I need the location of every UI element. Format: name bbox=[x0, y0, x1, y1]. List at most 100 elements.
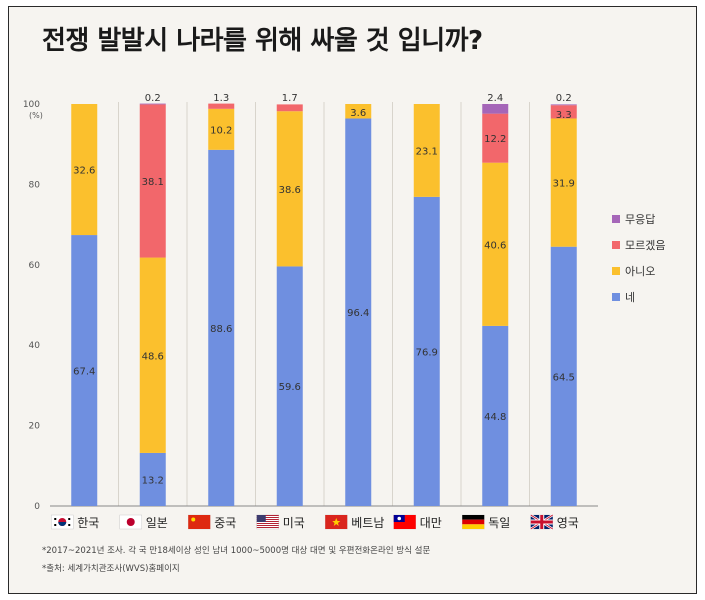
data-label: 2.4 bbox=[487, 93, 503, 104]
flag-star bbox=[332, 518, 341, 526]
data-label: 88.6 bbox=[210, 324, 232, 335]
data-label: 1.3 bbox=[213, 93, 229, 104]
data-label: 10.2 bbox=[210, 125, 232, 136]
category-label: 베트남 bbox=[351, 516, 384, 530]
flag-trigram bbox=[54, 524, 57, 526]
legend-label-dont-know: 모르겠음 bbox=[625, 239, 666, 252]
bar-segment bbox=[482, 325, 509, 506]
category-label: 미국 bbox=[283, 516, 305, 530]
data-label: 3.3 bbox=[556, 110, 572, 121]
legend-swatch-yes bbox=[612, 293, 620, 301]
data-label: 67.4 bbox=[73, 367, 95, 378]
footnote-survey: *2017~2021년 조사. 각 국 만18세이상 성인 남녀 1000~50… bbox=[42, 546, 431, 556]
legend-item-no: 아니오 bbox=[612, 258, 665, 284]
flag-stripe bbox=[256, 523, 279, 524]
flag-trigram bbox=[54, 518, 57, 520]
data-label: 0.2 bbox=[145, 93, 161, 104]
legend-label-no: 아니오 bbox=[625, 265, 656, 278]
bar-segment bbox=[482, 104, 509, 114]
footnote-source: *출처: 세계가치관조사(WVS)홈페이지 bbox=[42, 564, 180, 574]
flag-emblem bbox=[126, 518, 135, 526]
footnotes: *2017~2021년 조사. 각 국 만18세이상 성인 남녀 1000~50… bbox=[42, 542, 430, 578]
germany-flag-icon bbox=[462, 514, 485, 530]
legend-label-no-answer: 무응답 bbox=[625, 213, 656, 226]
flag-emblem bbox=[58, 522, 67, 526]
bar-segment bbox=[139, 452, 166, 506]
category-label: 일본 bbox=[146, 516, 168, 530]
flag-trigram bbox=[68, 524, 71, 526]
data-label: 44.8 bbox=[484, 412, 506, 423]
flag-stripe bbox=[256, 527, 279, 528]
data-label: 59.6 bbox=[279, 382, 301, 393]
data-label: 0.2 bbox=[556, 93, 572, 104]
bar-segment bbox=[208, 103, 235, 109]
flag-stripe bbox=[256, 515, 279, 516]
flag-stripe bbox=[256, 521, 279, 522]
data-label: 13.2 bbox=[142, 475, 164, 486]
legend-item-yes: 네 bbox=[612, 284, 665, 310]
bar-segment bbox=[482, 162, 509, 326]
y-tick-label: 100 bbox=[23, 100, 40, 110]
data-label: 48.6 bbox=[142, 351, 164, 362]
japan-flag-icon bbox=[119, 514, 142, 530]
y-tick-label: 0 bbox=[34, 502, 40, 512]
data-label: 1.7 bbox=[282, 93, 298, 104]
bar-segment bbox=[550, 246, 577, 506]
bar-segment bbox=[139, 104, 166, 258]
flag-field bbox=[188, 515, 211, 529]
data-label: 38.1 bbox=[142, 177, 164, 188]
legend-item-dont-know: 모르겠음 bbox=[612, 232, 665, 258]
china-flag-icon bbox=[188, 514, 211, 530]
bar-segment bbox=[276, 266, 303, 506]
chart-title: 전쟁 발발시 나라를 위해 싸울 것 입니까? bbox=[42, 26, 483, 56]
data-label: 64.5 bbox=[553, 372, 575, 383]
bar-segment bbox=[276, 111, 303, 267]
y-tick-label: 80 bbox=[29, 180, 41, 190]
data-label: 3.6 bbox=[350, 108, 366, 119]
legend-item-no-answer: 무응답 bbox=[612, 206, 665, 232]
bar-segment bbox=[71, 104, 98, 236]
category-label: 독일 bbox=[488, 516, 510, 530]
data-label: 12.2 bbox=[484, 134, 506, 145]
bar-segment bbox=[550, 105, 577, 119]
legend-swatch-no-answer bbox=[612, 215, 620, 223]
bar-segment bbox=[413, 196, 440, 506]
legend: 무응답 모르겠음 아니오 네 bbox=[612, 206, 665, 310]
flag-stripe bbox=[256, 517, 279, 518]
vietnam-flag-icon bbox=[325, 514, 348, 530]
taiwan-flag-icon bbox=[393, 514, 416, 530]
data-label: 38.6 bbox=[279, 185, 301, 196]
flag-star bbox=[191, 517, 196, 522]
category-label: 영국 bbox=[557, 516, 579, 530]
flag-stripe bbox=[462, 515, 485, 520]
bar-segment bbox=[139, 257, 166, 453]
legend-swatch-dont-know bbox=[612, 241, 620, 249]
data-label: 96.4 bbox=[347, 308, 369, 319]
flag-sun bbox=[397, 516, 402, 521]
legend-label-yes: 네 bbox=[625, 291, 636, 304]
data-label: 76.9 bbox=[416, 347, 438, 358]
y-axis-unit-label: (%) bbox=[29, 111, 43, 120]
bar-segment bbox=[482, 113, 509, 163]
y-tick-label: 60 bbox=[29, 261, 41, 271]
bar-segment bbox=[413, 104, 440, 197]
bar-segment bbox=[550, 118, 577, 247]
bar-segment bbox=[139, 103, 166, 105]
korea-flag-icon bbox=[51, 514, 74, 530]
bar-segment bbox=[345, 104, 372, 119]
uk-flag-icon bbox=[530, 513, 554, 531]
y-tick-label: 40 bbox=[29, 341, 41, 351]
data-label: 32.6 bbox=[73, 166, 95, 177]
data-label: 31.9 bbox=[553, 179, 575, 190]
data-label: 23.1 bbox=[416, 146, 438, 157]
legend-swatch-no bbox=[612, 267, 620, 275]
usa-flag-icon bbox=[256, 514, 279, 530]
flag-stripe bbox=[462, 519, 485, 525]
flag-stripe bbox=[256, 525, 279, 526]
bar-segment bbox=[345, 118, 372, 507]
flag-stripe bbox=[256, 519, 279, 520]
bar-segment bbox=[208, 149, 235, 506]
category-label: 한국 bbox=[77, 516, 99, 530]
bar-segment bbox=[208, 108, 235, 150]
